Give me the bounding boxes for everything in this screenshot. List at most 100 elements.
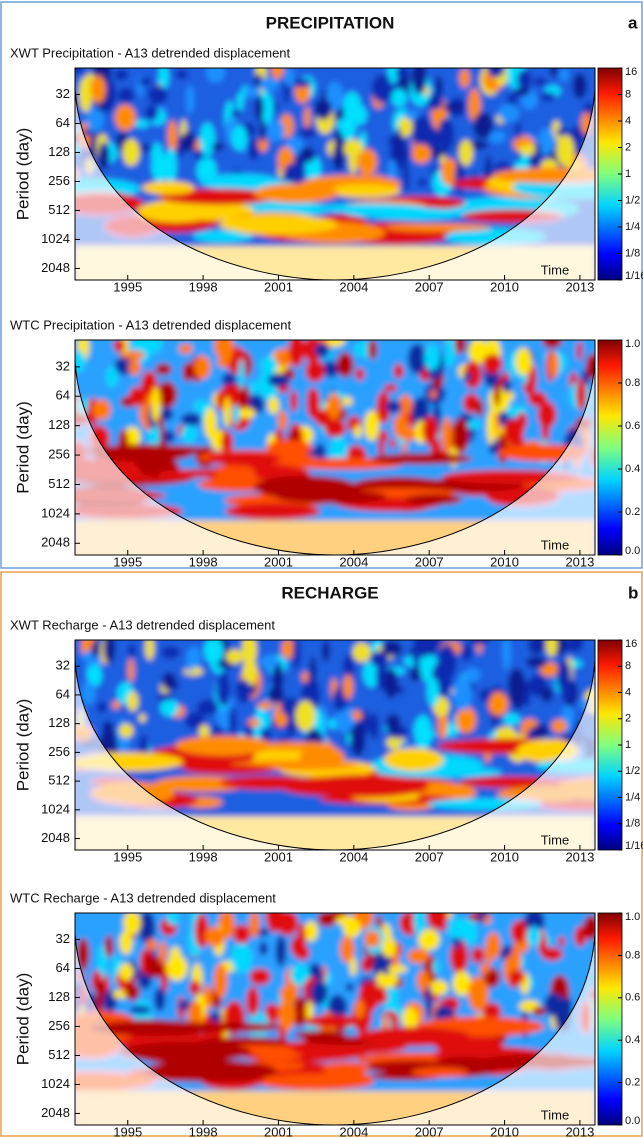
cone-of-influence-shade — [75, 340, 595, 555]
colorbar-tick-label: 1/8 — [625, 247, 640, 259]
y-axis-label: Period (day) — [13, 699, 32, 792]
colorbar-tick-label: 4 — [625, 115, 631, 127]
spectrum-image — [75, 340, 595, 555]
section-frame — [0, 571, 643, 1137]
x-tick-label: 1995 — [113, 1124, 142, 1138]
x-tick-label: 2007 — [415, 1124, 444, 1138]
section-title: PRECIPITATION — [266, 13, 395, 32]
colorbar — [597, 912, 623, 1126]
colorbar-tick-label: 16 — [625, 66, 637, 78]
spectrum-image — [75, 68, 595, 280]
x-tick-label: 2004 — [339, 849, 368, 864]
wavelet-plot: WTC Recharge - A13 detrended displacemen… — [10, 890, 640, 1138]
colorbar-tick-label: 1 — [625, 168, 631, 180]
colorbar-tick-label: 2 — [625, 141, 631, 153]
plot-title: XWT Recharge - A13 detrended displacemen… — [10, 617, 275, 632]
section-title: RECHARGE — [281, 583, 378, 602]
plot-title: WTC Recharge - A13 detrended displacemen… — [10, 890, 276, 905]
spectrum-image — [75, 640, 595, 850]
x-tick-label: 2013 — [565, 849, 594, 864]
y-tick-label: 64 — [56, 388, 70, 403]
colorbar-tick-label: 0.2 — [625, 1077, 640, 1089]
plot-frame — [74, 912, 596, 1126]
colorbar-tick-label: 0.6 — [625, 420, 640, 432]
y-tick-label: 256 — [48, 173, 70, 188]
x-axis-label: Time — [541, 262, 569, 277]
cone-of-influence-shade — [75, 68, 595, 280]
colorbar-tick-label: 1.0 — [625, 911, 640, 923]
cone-of-influence-shade — [75, 913, 595, 1125]
colorbar-tick-label: 0.8 — [625, 377, 640, 389]
y-tick-label: 1024 — [41, 1076, 70, 1091]
colorbar-tick-label: 0.0 — [625, 545, 640, 557]
colorbar-tick-label: 0.2 — [625, 506, 640, 518]
y-tick-label: 2048 — [41, 1105, 70, 1120]
y-tick-label: 128 — [48, 989, 70, 1004]
x-tick-label: 2001 — [264, 849, 293, 864]
y-tick-label: 512 — [48, 476, 70, 491]
y-tick-label: 64 — [56, 115, 70, 130]
y-tick-label: 128 — [48, 715, 70, 730]
x-tick-label: 1998 — [189, 849, 218, 864]
x-tick-label: 1998 — [189, 279, 218, 294]
x-axis-label: Time — [541, 537, 569, 552]
y-tick-label: 512 — [48, 1047, 70, 1062]
y-tick-label: 256 — [48, 446, 70, 461]
colorbar-tick-label: 0.4 — [625, 463, 640, 475]
y-tick-label: 64 — [56, 960, 70, 975]
y-tick-label: 2048 — [41, 535, 70, 550]
y-tick-label: 64 — [56, 686, 70, 701]
y-tick-label: 32 — [56, 931, 70, 946]
y-tick-label: 128 — [48, 417, 70, 432]
y-tick-label: 1024 — [41, 801, 70, 816]
colorbar-tick-label: 1/8 — [625, 818, 640, 830]
colorbar-tick-label: 1/4 — [625, 791, 640, 803]
y-tick-label: 32 — [56, 658, 70, 673]
plot-title: WTC Precipitation - A13 detrended displa… — [10, 317, 291, 332]
x-tick-label: 2010 — [490, 1124, 519, 1138]
colorbar-tick-label: 0.6 — [625, 992, 640, 1004]
x-tick-label: 2010 — [490, 849, 519, 864]
section-frame — [0, 1, 643, 569]
y-tick-label: 2048 — [41, 830, 70, 845]
wavelet-plot: WTC Precipitation - A13 detrended displa… — [10, 317, 640, 569]
x-tick-label: 1998 — [189, 1124, 218, 1138]
plot-frame — [74, 339, 596, 556]
colorbar-tick-label: 8 — [625, 88, 631, 100]
plot-title: XWT Precipitation - A13 detrended displa… — [10, 45, 291, 60]
plot-frame — [74, 67, 596, 281]
x-tick-label: 1998 — [189, 554, 218, 569]
spectrum-image — [75, 913, 595, 1125]
colorbar-tick-label: 0.4 — [625, 1034, 640, 1046]
y-tick-label: 256 — [48, 1018, 70, 1033]
x-tick-label: 2004 — [339, 554, 368, 569]
x-tick-label: 2013 — [565, 279, 594, 294]
x-axis-label: Time — [541, 832, 569, 847]
wavelet-plot: XWT Recharge - A13 detrended displacemen… — [10, 617, 643, 864]
y-tick-label: 512 — [48, 202, 70, 217]
colorbar-tick-label: 1/2 — [625, 765, 640, 777]
x-tick-label: 2001 — [264, 1124, 293, 1138]
y-axis-label: Period (day) — [13, 401, 32, 494]
y-tick-label: 1024 — [41, 505, 70, 520]
x-axis-label: Time — [541, 1107, 569, 1122]
colorbar-tick-label: 1/16 — [625, 270, 643, 282]
colorbar-tick-label: 1.0 — [625, 338, 640, 350]
y-tick-label: 512 — [48, 773, 70, 788]
x-tick-label: 1995 — [113, 554, 142, 569]
x-tick-label: 2004 — [339, 1124, 368, 1138]
x-tick-label: 2007 — [415, 849, 444, 864]
colorbar-tick-label: 2 — [625, 713, 631, 725]
x-tick-label: 2007 — [415, 279, 444, 294]
y-tick-label: 32 — [56, 86, 70, 101]
y-tick-label: 256 — [48, 744, 70, 759]
y-tick-label: 32 — [56, 358, 70, 373]
x-tick-label: 2007 — [415, 554, 444, 569]
section-label: b — [628, 583, 638, 602]
colorbar-tick-label: 1/2 — [625, 194, 640, 206]
colorbar-tick-label: 0.0 — [625, 1115, 640, 1127]
section-label: a — [628, 13, 638, 32]
colorbar-tick-label: 0.8 — [625, 949, 640, 961]
colorbar-tick-label: 8 — [625, 660, 631, 672]
colorbar-tick-label: 1/16 — [625, 840, 643, 852]
